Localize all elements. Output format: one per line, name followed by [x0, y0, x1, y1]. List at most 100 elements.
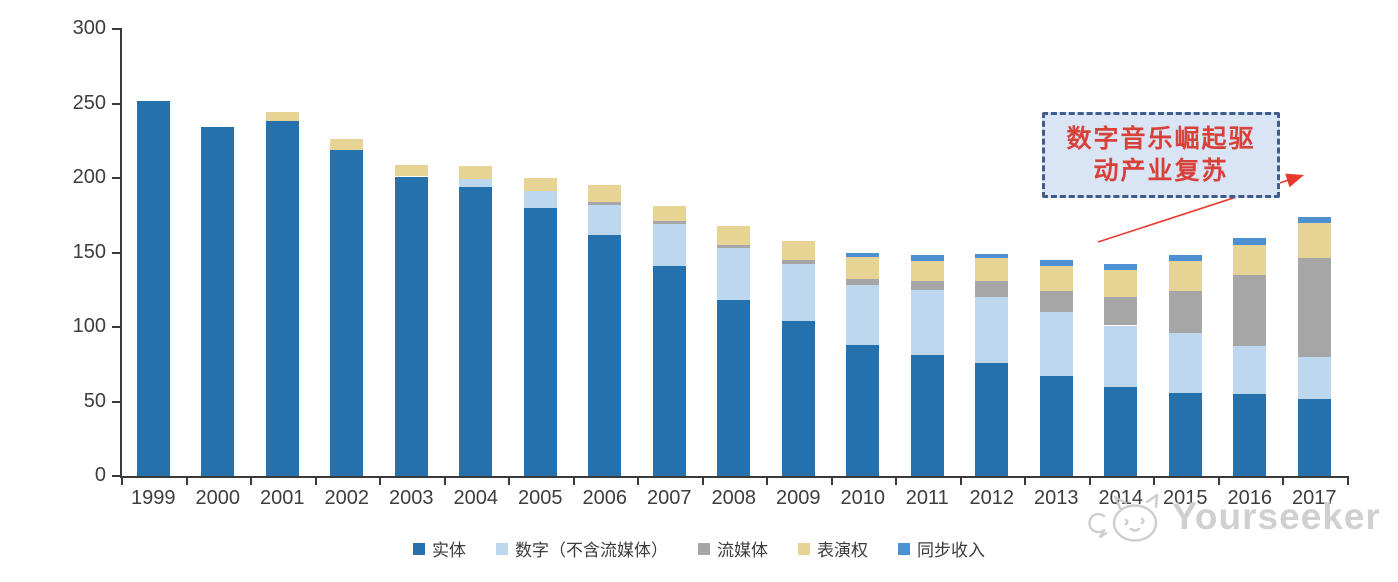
- legend: 实体 数字（不含流媒体） 流媒体 表演权 同步收入: [0, 536, 1398, 561]
- x-axis-label-2008: 2008: [711, 487, 757, 509]
- x-axis-tick: [1024, 478, 1026, 485]
- bar-segment-2005-series0: [523, 207, 557, 476]
- bar-segment-2013-series2: [1039, 291, 1073, 313]
- bar-segment-2017-series2: [1297, 258, 1331, 357]
- x-axis-tick: [1346, 478, 1349, 485]
- annotation-box: 数字音乐崛起驱 动产业复苏: [1042, 112, 1280, 198]
- bar-segment-2007-series2: [652, 221, 686, 225]
- bar-segment-2017-series0: [1297, 398, 1331, 476]
- bar-segment-2017-series4: [1297, 216, 1331, 223]
- legend-item-2: 流媒体: [698, 536, 768, 561]
- watermark: Yourseeker: [1084, 490, 1381, 548]
- bar-segment-2015-series1: [1168, 332, 1202, 393]
- bar-segment-2010-series0: [846, 344, 880, 476]
- bar-segment-2010-series2: [846, 279, 880, 286]
- annotation-text-line2: 动产业复苏: [1093, 157, 1229, 185]
- x-axis-tick: [1088, 478, 1091, 485]
- x-axis-line: [120, 476, 1349, 478]
- bar-segment-2015-series0: [1168, 392, 1202, 476]
- y-axis-tick: [112, 475, 121, 477]
- bar-segment-2007-series0: [652, 265, 686, 476]
- legend-swatch-icon: [698, 542, 710, 555]
- bar-segment-2012-series1: [975, 297, 1009, 363]
- bar-segment-2009-series2: [781, 259, 815, 265]
- bar-segment-2006-series3: [588, 185, 622, 202]
- bar-segment-2015-series4: [1168, 255, 1202, 262]
- x-axis-tick: [766, 478, 768, 485]
- legend-label: 表演权: [817, 541, 868, 560]
- bar-segment-2004-series1: [459, 179, 493, 187]
- bar-segment-2008-series3: [717, 225, 751, 246]
- x-axis-label-2017: 2017: [1292, 487, 1337, 509]
- legend-item-1: 数字（不含流媒体）: [496, 536, 668, 561]
- x-axis-tick: [121, 478, 123, 485]
- x-axis-tick: [508, 478, 510, 485]
- legend-label: 同步收入: [917, 541, 985, 560]
- bar-segment-1999-series0: [136, 100, 170, 476]
- y-axis-tick: [112, 400, 121, 403]
- x-axis-label-2016: 2016: [1227, 487, 1273, 509]
- bar-segment-2011-series0: [910, 355, 944, 476]
- bar-segment-2002-series3: [330, 139, 364, 150]
- y-axis-tick: [112, 251, 121, 254]
- x-axis-tick: [830, 478, 833, 485]
- x-axis-label-2005: 2005: [518, 487, 563, 509]
- bar-segment-2008-series2: [717, 245, 751, 249]
- bar-segment-2010-series4: [846, 252, 880, 257]
- bar-segment-2004-series0: [459, 186, 493, 476]
- x-axis-label-2001: 2001: [260, 487, 305, 509]
- y-axis-tick-label: 50: [83, 389, 106, 412]
- bar-segment-2016-series3: [1233, 245, 1267, 275]
- bar-segment-2014-series2: [1104, 297, 1138, 326]
- x-axis-label-2011: 2011: [905, 487, 949, 509]
- bar-segment-2002-series0: [330, 149, 364, 476]
- annotation-text-line1: 数字音乐崛起驱: [1066, 125, 1256, 153]
- bar-segment-2015-series2: [1168, 291, 1202, 333]
- legend-label: 实体: [432, 541, 466, 560]
- legend-swatch-icon: [413, 542, 425, 555]
- bar-segment-2010-series1: [846, 285, 880, 345]
- bar-segment-2013-series1: [1039, 312, 1073, 377]
- bar-segment-2011-series4: [910, 255, 944, 262]
- bar-segment-2009-series0: [781, 321, 815, 476]
- x-axis-tick: [1153, 478, 1155, 485]
- y-axis-tick-label: 150: [72, 240, 106, 263]
- bar-segment-2016-series0: [1233, 394, 1267, 476]
- x-axis-tick: [1217, 478, 1220, 485]
- x-axis-tick: [379, 478, 381, 485]
- bar-segment-2012-series4: [975, 253, 1009, 259]
- bar-segment-2012-series2: [975, 280, 1009, 298]
- bar-segment-2016-series1: [1233, 346, 1267, 395]
- bar-segment-2001-series3: [265, 112, 299, 122]
- y-axis-tick-label: 200: [72, 166, 106, 188]
- bar-segment-2012-series3: [975, 258, 1009, 281]
- bar-segment-2008-series1: [717, 248, 751, 301]
- bar-segment-2014-series1: [1104, 325, 1138, 387]
- y-axis-line: [120, 28, 122, 478]
- y-axis-tick-label: 300: [72, 17, 106, 39]
- bar-segment-2001-series0: [265, 121, 299, 476]
- x-axis-tick: [443, 478, 446, 485]
- x-axis-label-2012: 2012: [969, 487, 1015, 509]
- bar-segment-2015-series3: [1168, 261, 1202, 292]
- legend-item-4: 同步收入: [898, 536, 985, 561]
- bar-segment-2008-series0: [717, 300, 751, 476]
- bar-segment-2009-series3: [781, 240, 815, 260]
- x-axis-label-2006: 2006: [582, 487, 628, 509]
- bar-segment-2005-series3: [523, 178, 557, 192]
- bar-segment-2003-series3: [394, 164, 428, 177]
- x-axis-label-2002: 2002: [324, 487, 370, 509]
- x-axis-label-2000: 2000: [195, 487, 241, 509]
- y-axis-tick: [112, 177, 121, 179]
- legend-item-0: 实体: [413, 536, 466, 561]
- x-axis-tick: [1282, 478, 1284, 485]
- bar-segment-2016-series4: [1233, 237, 1267, 246]
- bar-segment-2009-series1: [781, 264, 815, 322]
- y-axis-tick-label: 250: [72, 91, 106, 114]
- bar-segment-2007-series1: [652, 224, 686, 266]
- bar-segment-2014-series4: [1104, 264, 1138, 271]
- x-axis-label-2013: 2013: [1034, 487, 1079, 509]
- x-axis-tick: [959, 478, 962, 485]
- bar-segment-2017-series1: [1297, 356, 1331, 399]
